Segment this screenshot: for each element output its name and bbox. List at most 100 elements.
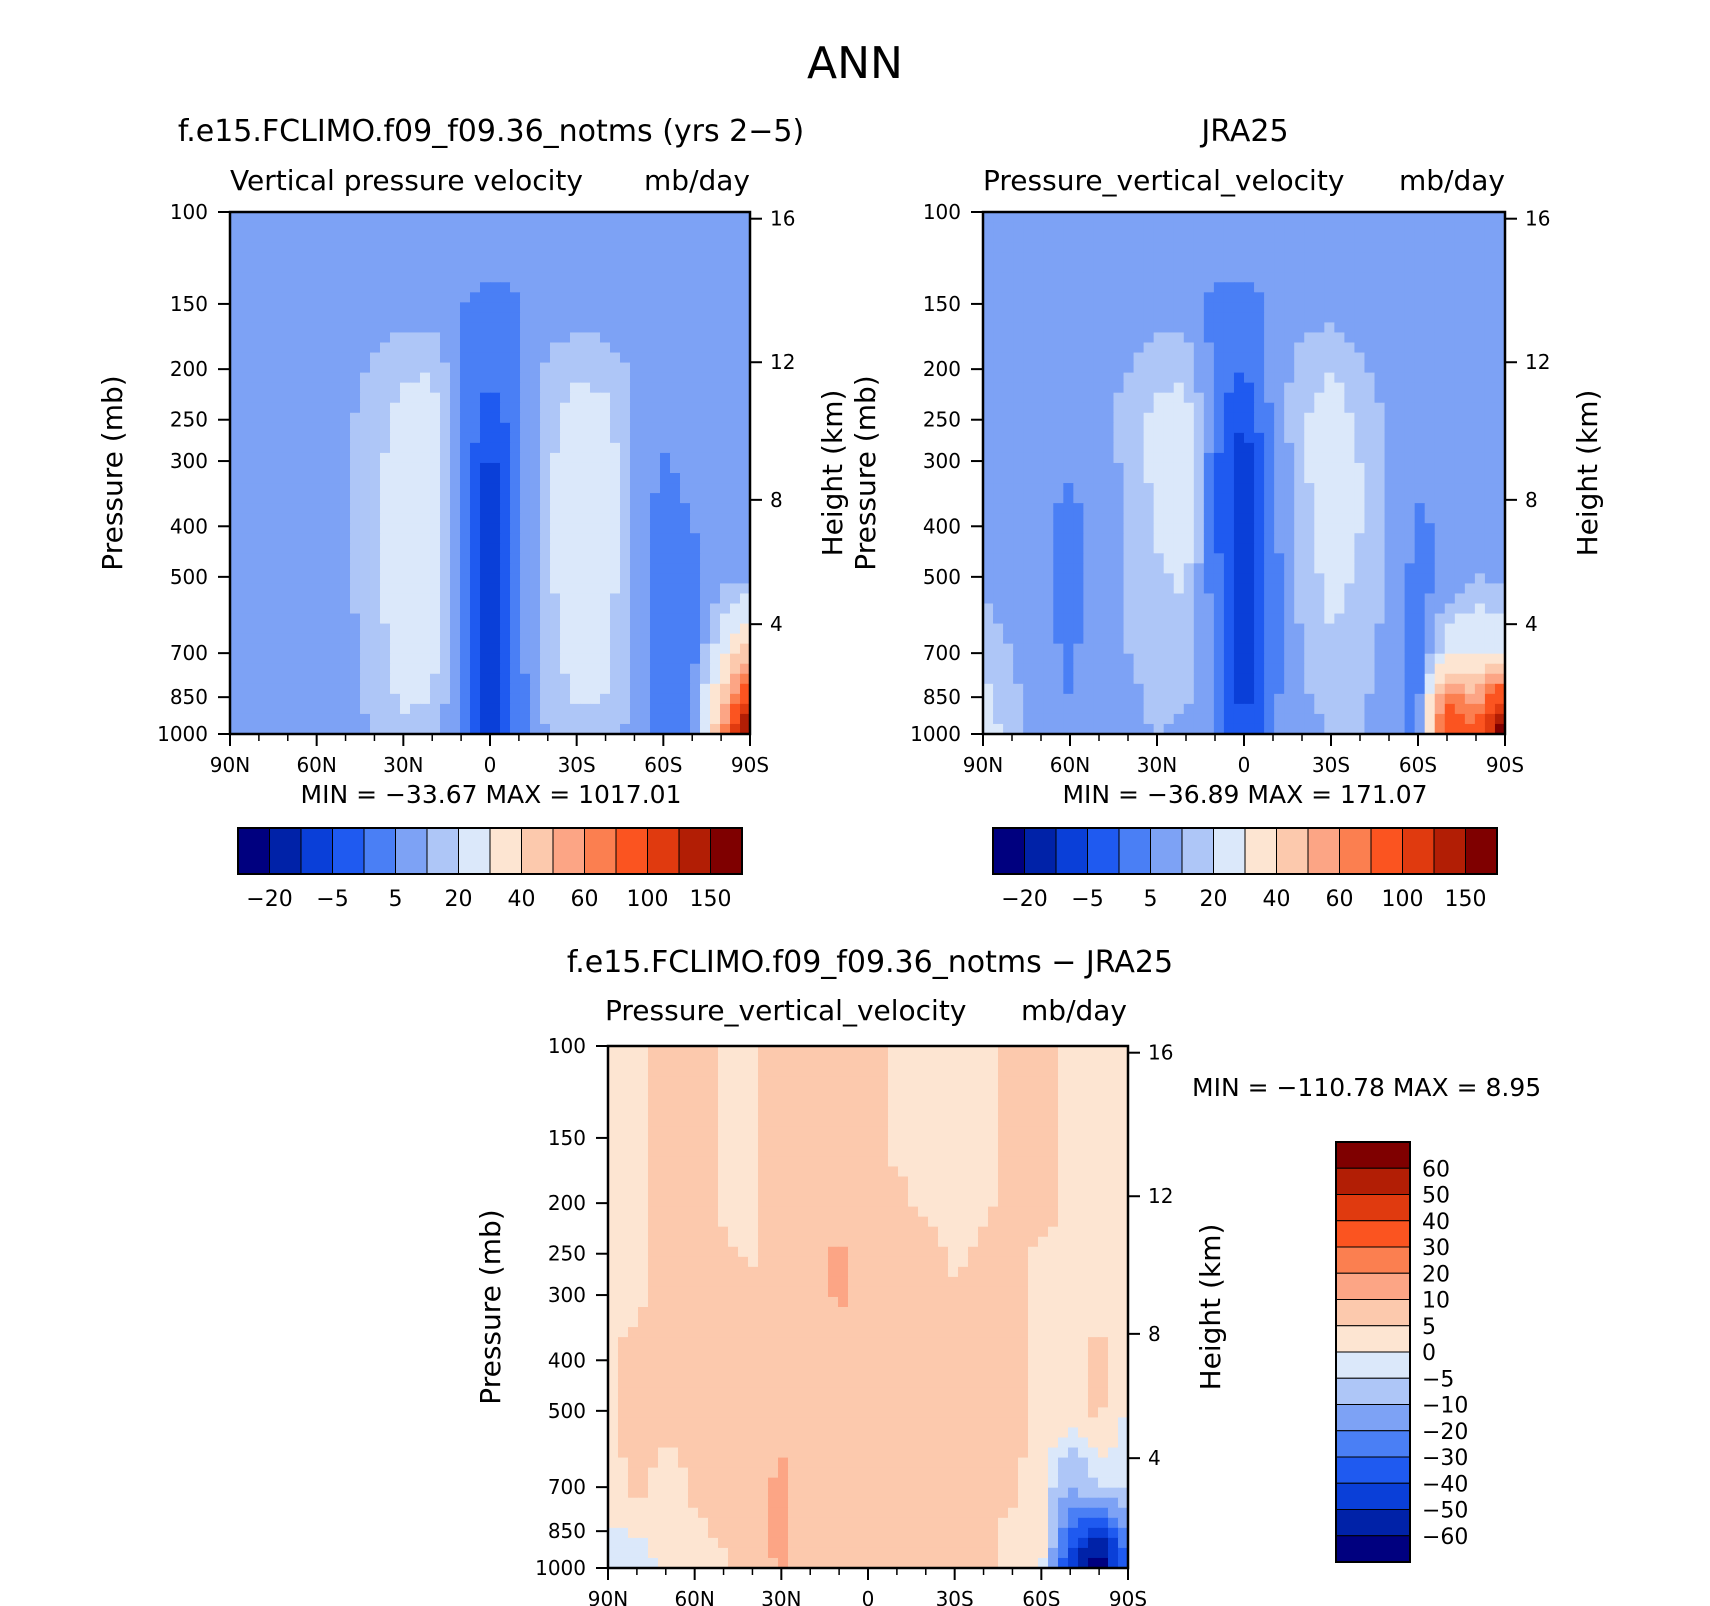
heatmap-cell	[600, 452, 611, 464]
heatmap-cell	[1053, 442, 1064, 454]
heatmap-cell	[1163, 483, 1175, 494]
heatmap-cell	[630, 573, 641, 585]
heatmap-cell	[640, 543, 651, 554]
heatmap-cell	[730, 493, 741, 504]
heatmap-cell	[700, 342, 711, 354]
heatmap-cell	[230, 673, 241, 685]
heatmap-cell	[690, 292, 701, 303]
heatmap-cell	[1043, 422, 1054, 434]
heatmap-cell	[420, 462, 431, 474]
heatmap-cell	[1203, 483, 1215, 494]
heatmap-cell	[1284, 312, 1295, 324]
heatmap-cell	[1294, 593, 1305, 605]
heatmap-cell	[1494, 442, 1506, 454]
heatmap-cell	[660, 222, 671, 233]
heatmap-cell	[1494, 563, 1506, 574]
heatmap-cell	[610, 723, 621, 735]
heatmap-cell	[310, 442, 321, 454]
heatmap-cell	[1374, 292, 1386, 303]
heatmap-cell	[1244, 382, 1255, 394]
heatmap-cell	[1143, 282, 1155, 293]
heatmap-cell	[690, 362, 701, 374]
heatmap-cell	[520, 563, 531, 574]
heatmap-cell	[370, 232, 381, 243]
heatmap-cell	[680, 663, 691, 675]
heatmap-cell	[610, 533, 621, 544]
heatmap-cell	[700, 673, 711, 685]
heatmap-cell	[380, 513, 391, 524]
heatmap-cell	[520, 603, 531, 615]
heatmap-cell	[340, 462, 351, 474]
heatmap-cell	[1474, 362, 1486, 374]
heatmap-cell	[1374, 543, 1386, 554]
heatmap-cell	[450, 382, 461, 394]
heatmap-cell	[500, 232, 511, 243]
heatmap-cell	[260, 573, 271, 585]
heatmap-cell	[390, 362, 401, 374]
heatmap-cell	[510, 713, 521, 725]
heatmap-cell	[1173, 432, 1185, 444]
heatmap-cell	[340, 473, 351, 484]
heatmap-cell	[1264, 382, 1275, 394]
heatmap-cell	[1053, 292, 1064, 303]
heatmap-cell	[330, 623, 341, 635]
heatmap-cell	[1354, 473, 1366, 484]
heatmap-cell	[420, 633, 431, 645]
heatmap-cell	[620, 342, 631, 354]
obs-case-title: JRA25	[1199, 114, 1288, 149]
heatmap-cell	[1023, 553, 1034, 564]
heatmap-cell	[420, 262, 431, 273]
heatmap-cell	[580, 683, 591, 695]
heatmap-cell	[500, 422, 511, 434]
heatmap-cell	[1454, 332, 1466, 344]
heatmap-cell	[590, 603, 601, 615]
heatmap-cell	[350, 613, 361, 625]
heatmap-cell	[710, 543, 721, 554]
heatmap-cell	[1073, 523, 1084, 534]
heatmap-cell	[290, 683, 301, 695]
heatmap-cell	[1344, 422, 1356, 434]
heatmap-cell	[1183, 583, 1195, 595]
heatmap-cell	[1374, 272, 1386, 283]
heatmap-cell	[1193, 543, 1205, 554]
heatmap-cell	[680, 302, 691, 313]
heatmap-cell	[983, 352, 994, 364]
heatmap-cell	[1254, 573, 1265, 585]
heatmap-cell	[240, 713, 251, 725]
heatmap-cell	[660, 573, 671, 585]
heatmap-cell	[1213, 563, 1225, 574]
heatmap-cell	[580, 212, 591, 223]
heatmap-cell	[1474, 462, 1486, 474]
heatmap-cell	[250, 312, 261, 324]
heatmap-cell	[1424, 513, 1436, 524]
heatmap-cell	[730, 292, 741, 303]
heatmap-cell	[1254, 302, 1265, 313]
heatmap-cell	[500, 322, 511, 334]
heatmap-cell	[1444, 473, 1456, 484]
heatmap-cell	[680, 563, 691, 574]
heatmap-cell	[1494, 242, 1506, 253]
heatmap-cell	[1444, 523, 1456, 534]
heatmap-cell	[570, 693, 581, 705]
heatmap-cell	[983, 483, 994, 494]
heatmap-cell	[460, 362, 471, 374]
heatmap-cell	[1093, 493, 1105, 504]
heatmap-cell	[1073, 633, 1084, 645]
heatmap-cell	[720, 593, 731, 605]
heatmap-cell	[390, 483, 401, 494]
heatmap-cell	[1053, 382, 1064, 394]
heatmap-cell	[1133, 452, 1145, 464]
heatmap-cell	[1123, 312, 1135, 324]
heatmap-cell	[1464, 312, 1476, 324]
heatmap-cell	[1033, 563, 1044, 574]
heatmap-cell	[440, 212, 451, 223]
heatmap-cell	[490, 593, 501, 605]
heatmap-cell	[1033, 282, 1044, 293]
heatmap-cell	[660, 723, 671, 735]
heatmap-cell	[620, 252, 631, 263]
heatmap-cell	[1244, 272, 1255, 283]
heatmap-cell	[740, 613, 751, 625]
heatmap-cell	[510, 312, 521, 324]
heatmap-cell	[1123, 292, 1135, 303]
heatmap-cell	[450, 222, 461, 233]
